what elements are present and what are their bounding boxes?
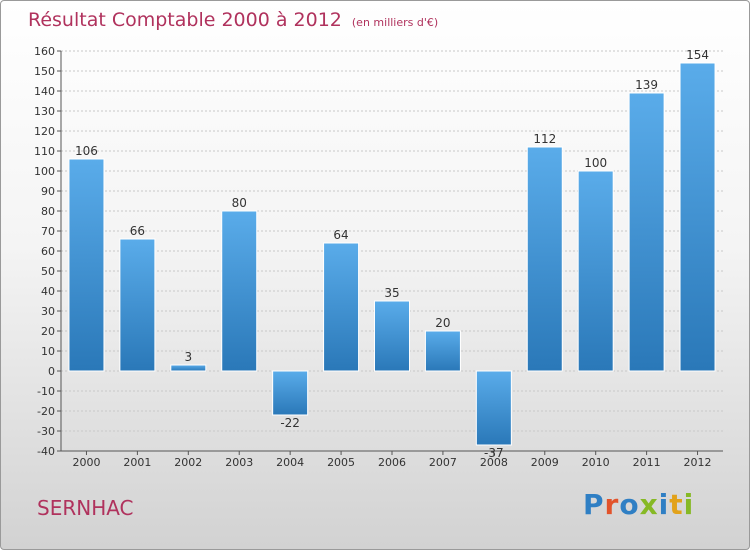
x-tick-label: 2001: [123, 456, 151, 469]
x-tick-label: 2009: [531, 456, 559, 469]
proxiti-logo: Proxiti: [583, 488, 694, 521]
logo-letter: o: [619, 488, 640, 521]
y-tick-label: 50: [41, 265, 55, 278]
logo-letter: i: [683, 488, 695, 521]
data-label-2008: -37: [484, 446, 504, 460]
x-tick-label: 2008: [480, 456, 508, 469]
data-label-2005: 64: [333, 228, 348, 242]
y-tick-label: -30: [37, 425, 55, 438]
x-tick-label: 2004: [276, 456, 304, 469]
data-label-2004: -22: [280, 416, 300, 430]
y-tick-label: 30: [41, 305, 55, 318]
x-tick-label: 2011: [633, 456, 661, 469]
axes: -40 -30 -20 -10 0 10 20 30 40 50 60 70 80 90 100 110 120…: [34, 45, 723, 469]
data-label-2003: 80: [232, 196, 247, 210]
data-label-2002: 3: [184, 350, 192, 364]
x-tick-label: 2002: [174, 456, 202, 469]
data-label-2000: 106: [75, 144, 98, 158]
chart-title-text: Résultat Comptable 2000 à 2012: [28, 9, 342, 31]
bar-2003: [221, 210, 258, 372]
data-label-2009: 112: [533, 132, 556, 146]
data-label-2001: 66: [130, 224, 145, 238]
data-label-2011: 139: [635, 78, 658, 92]
y-tick-label: 120: [34, 125, 55, 138]
bars: [68, 62, 716, 446]
y-tick-label: 40: [41, 285, 55, 298]
data-label-2007: 20: [435, 316, 450, 330]
chart-title: Résultat Comptable 2000 à 2012 (en millie…: [28, 9, 438, 31]
x-tick-label: 2012: [684, 456, 712, 469]
y-tick-label: -10: [37, 385, 55, 398]
y-tick-label: 110: [34, 145, 55, 158]
y-tick-label: 90: [41, 185, 55, 198]
bar-2008: [475, 370, 512, 446]
bar-2006: [374, 300, 410, 372]
y-tick-label: -40: [37, 445, 55, 458]
y-tick-label: 20: [41, 325, 55, 338]
x-tick-label: 2005: [327, 456, 355, 469]
bar-2004: [272, 370, 309, 416]
y-tick-label: 100: [34, 165, 55, 178]
data-label-2010: 100: [584, 156, 607, 170]
y-tick-label: 130: [34, 105, 55, 118]
x-tick-label: 2006: [378, 456, 406, 469]
commune-name: SERNHAC: [37, 496, 134, 520]
logo-letter: P: [583, 488, 605, 521]
bar-2009: [526, 146, 563, 372]
y-tick-label: 140: [34, 85, 55, 98]
y-tick-label: 60: [41, 245, 55, 258]
logo-letter: i: [658, 488, 670, 521]
y-tick-label: 10: [41, 345, 55, 358]
y-tick-label: 0: [48, 365, 55, 378]
grid-lines: [61, 50, 723, 452]
data-labels: 106 66 3 80 -22 64 35 20 -37 112 100 139 154: [75, 48, 709, 460]
data-label-2006: 35: [384, 286, 399, 300]
x-tick-label: 2003: [225, 456, 253, 469]
bar-2001: [119, 238, 156, 372]
bar-2000: [68, 158, 105, 372]
bar-2002: [170, 364, 207, 372]
logo-letter: t: [669, 488, 684, 521]
data-label-2012: 154: [686, 48, 709, 62]
y-tick-label: 70: [41, 225, 55, 238]
y-tick-label: 80: [41, 205, 55, 218]
logo-letter: r: [604, 488, 620, 521]
x-tick-label: 2000: [72, 456, 100, 469]
bar-2007: [424, 330, 461, 372]
logo-letter: x: [639, 488, 659, 521]
chart-subtitle: (en milliers d'€): [351, 16, 439, 29]
y-tick-label: 150: [34, 65, 55, 78]
x-tick-label: 2007: [429, 456, 457, 469]
y-tick-label: 160: [34, 45, 55, 58]
bar-2012: [679, 62, 716, 372]
bar-2010: [577, 170, 614, 372]
bar-2005: [323, 242, 360, 372]
x-tick-label: 2010: [582, 456, 610, 469]
y-tick-label: -20: [37, 405, 55, 418]
bar-2011: [628, 92, 665, 372]
